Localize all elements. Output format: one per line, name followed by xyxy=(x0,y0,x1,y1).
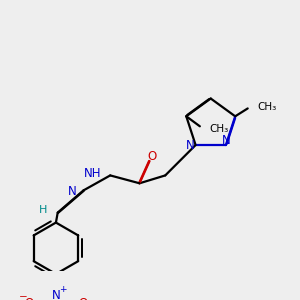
Text: O: O xyxy=(78,297,87,300)
Text: CH₃: CH₃ xyxy=(258,102,277,112)
Text: N: N xyxy=(221,134,230,147)
Text: N: N xyxy=(52,289,60,300)
Text: H: H xyxy=(39,206,48,215)
Text: N: N xyxy=(68,185,77,198)
Text: +: + xyxy=(58,284,66,293)
Text: NH: NH xyxy=(84,167,102,181)
Text: O: O xyxy=(147,150,156,163)
Text: −: − xyxy=(19,292,28,300)
Text: CH₃: CH₃ xyxy=(210,124,229,134)
Text: O: O xyxy=(25,297,34,300)
Text: N: N xyxy=(186,139,195,152)
